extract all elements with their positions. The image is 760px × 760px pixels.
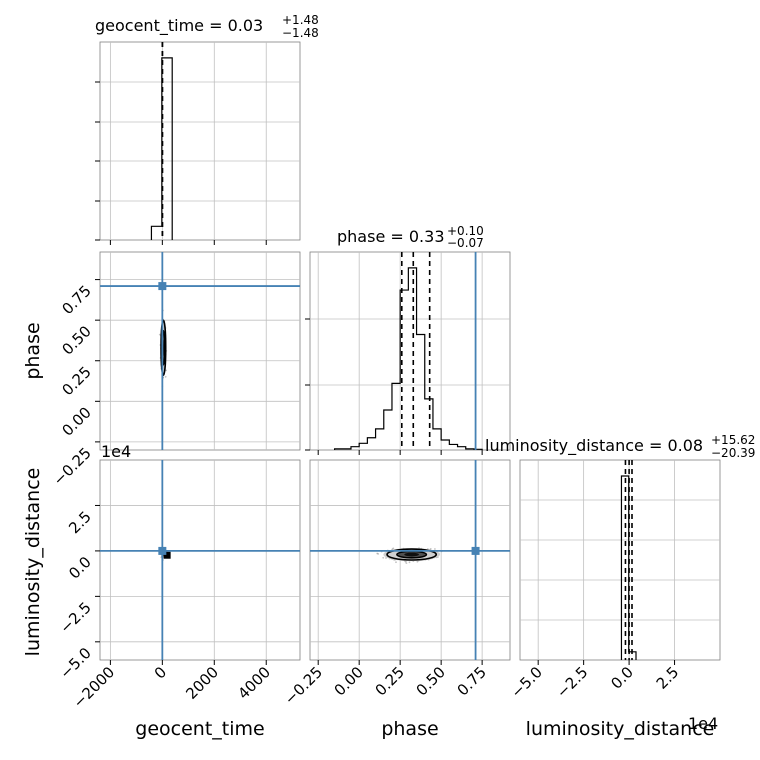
- contour-outer: [160, 319, 167, 377]
- panel-frame: [99, 459, 301, 661]
- phase-title: phase = 0.33 +0.10 −0.07: [337, 224, 484, 250]
- luminosity-distance-quantile-lines: [624, 460, 633, 660]
- sample-point: [395, 561, 397, 564]
- truth-marker: [158, 546, 167, 555]
- panel-frame: [99, 41, 301, 241]
- truth-lines: [310, 460, 510, 660]
- sample-point: [164, 375, 167, 378]
- contour-outer: [386, 548, 438, 561]
- y-axis-label-luminosity-distance: luminosity_distance: [22, 468, 44, 657]
- title-minus-error: −1.48: [282, 26, 319, 40]
- density-contours: [163, 551, 171, 559]
- x-tick-label: 2000: [182, 663, 222, 703]
- svg-text:phase = 0.33: phase = 0.33: [337, 227, 445, 246]
- panel-geocent-time-histogram: geocent_time = 0.03 +1.48 −1.48: [95, 13, 319, 245]
- sample-point: [405, 562, 408, 564]
- x-tick-label: 0.50: [413, 663, 449, 699]
- y-tick-label: 2.5: [65, 508, 95, 538]
- x-tick-labels: −2000 0 2000 4000 −0.25 0.00 0.25 0.50 0.75 −5.0−…: [70, 660, 683, 712]
- title-equals: =: [209, 16, 228, 35]
- x-axis-label-luminosity-distance: luminosity_distance: [526, 718, 715, 740]
- y-tick-label: −0.25: [50, 444, 95, 489]
- phase-hist-ticks: [305, 318, 483, 455]
- sample-point: [408, 561, 411, 564]
- panel-frame: [309, 251, 511, 451]
- sample-point: [376, 552, 379, 555]
- panel-phase-histogram: phase = 0.33 +0.10 −0.07: [305, 224, 511, 455]
- truth-marker: [158, 282, 167, 291]
- geocent-time-hist-ticks: [95, 81, 267, 245]
- title-param-name: phase: [337, 227, 385, 246]
- title-param-name: luminosity_distance: [485, 436, 644, 456]
- phase-quantile-lines: [401, 252, 431, 450]
- density-core: [404, 552, 420, 557]
- x-tick-label: 0.75: [454, 663, 490, 699]
- x-tick-label: −5.0: [508, 663, 546, 701]
- panel-luminosity-distance-histogram: luminosity_distance = 0.08 +15.62 −20.39: [485, 433, 755, 661]
- x-tick-label: 0.00: [331, 663, 367, 699]
- y-tick-label: 0.75: [58, 282, 94, 318]
- title-plus-error: +0.10: [447, 224, 484, 238]
- phase-histogram-line: [333, 267, 483, 450]
- panel-phase-vs-luminosity-distance: [309, 459, 511, 661]
- x-axis-label-geocent-time: geocent_time: [135, 718, 264, 740]
- density-core: [163, 551, 171, 559]
- sample-point: [429, 548, 432, 550]
- sample-point: [385, 557, 387, 559]
- x-tick-label: 0: [151, 663, 170, 682]
- x-axis-label-phase: phase: [381, 718, 438, 740]
- y-tick-label: 0.50: [58, 322, 94, 358]
- svg-text:luminosity_distance =: luminosity_distance = 0.08: [485, 436, 703, 456]
- truth-lines: [100, 252, 300, 450]
- x-tick-label: 0.0: [607, 663, 637, 693]
- y-tick-label: 0.00: [58, 403, 94, 439]
- truth-marker: [471, 546, 480, 555]
- title-equals: =: [390, 227, 409, 246]
- x-tick-label: 4000: [234, 663, 274, 703]
- geocent-time-title: geocent_time = 0.03 +1.48 −1.48: [95, 13, 319, 40]
- panel-frame: [519, 459, 721, 661]
- panel-grid: [310, 460, 510, 660]
- title-median: 0.08: [667, 436, 703, 455]
- svg-text:geocent_time =: geocent_time = 0.03: [95, 16, 263, 36]
- y-tick-labels: −0.25 0.00 0.25 0.50 0.75 −5.0 −2.5 0.0 2.5: [50, 279, 100, 682]
- title-minus-error: −20.39: [711, 446, 755, 460]
- panel-grid: [310, 252, 510, 450]
- panel-grid: [520, 460, 720, 660]
- panel-geocent-time-vs-luminosity-distance: [99, 459, 301, 661]
- y-axis-label-phase: phase: [22, 322, 44, 379]
- title-plus-error: +15.62: [711, 433, 755, 447]
- title-plus-error: +1.48: [282, 13, 319, 27]
- sample-point: [434, 548, 436, 550]
- x-tick-label: −0.25: [281, 663, 326, 708]
- title-median: 0.03: [228, 16, 264, 35]
- y-offset-text: 1e4: [101, 442, 131, 461]
- x-tick-label: −2.5: [553, 663, 591, 701]
- x-offset-text: 1e4: [688, 714, 718, 733]
- sample-point: [404, 560, 407, 563]
- density-contours: [383, 548, 440, 562]
- panel-frame: [99, 251, 301, 451]
- sample-point: [165, 369, 168, 372]
- title-param-name: geocent_time: [95, 16, 204, 36]
- panel-geocent-time-vs-phase: [99, 251, 301, 451]
- y-tick-label: −5.0: [56, 644, 94, 682]
- title-equals: =: [649, 436, 668, 455]
- title-median: 0.33: [409, 227, 445, 246]
- y-tick-label: −2.5: [56, 598, 94, 636]
- x-tick-label: 2.5: [653, 663, 683, 693]
- sample-point: [416, 560, 419, 563]
- sample-point: [382, 556, 385, 559]
- y-tick-label: 0.25: [58, 363, 94, 399]
- title-minus-error: −0.07: [447, 236, 484, 250]
- y-tick-label: 0.0: [65, 553, 95, 583]
- luminosity-distance-title: luminosity_distance = 0.08 +15.62 −20.39: [485, 433, 755, 460]
- x-tick-label: 0.25: [372, 663, 408, 699]
- sample-point: [377, 553, 380, 555]
- sample-point: [158, 333, 161, 336]
- truth-lines: [100, 460, 300, 660]
- sample-point: [392, 547, 395, 550]
